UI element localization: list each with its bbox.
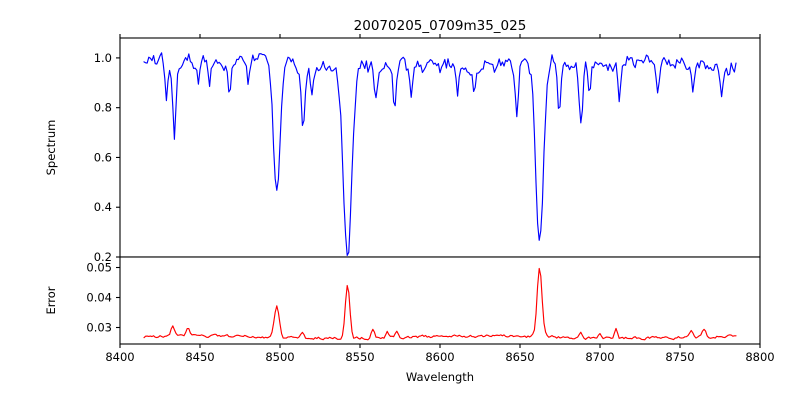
spectrum-axis-label: Spectrum <box>44 120 58 176</box>
spectrum-y-tick-label: 0.8 <box>94 101 112 115</box>
error-plot-background <box>120 257 760 344</box>
error-x-ticks <box>119 344 761 348</box>
x-tick-label: 8750 <box>665 350 694 364</box>
x-tick-label: 8700 <box>585 350 614 364</box>
spectrum-y-tick-label: 0.6 <box>94 150 112 164</box>
error-y-tick-label: 0.03 <box>86 321 112 335</box>
error-data-line <box>143 267 737 341</box>
x-tick-label: 8550 <box>345 350 374 364</box>
error-panel: 0.030.040.05 Error 8400 8450 8500 8550 8600 8… <box>44 256 775 384</box>
x-tick-label: 8400 <box>105 350 134 364</box>
error-y-ticks: 0.03 0.04 0.05 <box>86 261 120 335</box>
x-axis-label: Wavelength <box>406 370 474 384</box>
error-y-tick-label: 0.04 <box>86 291 112 305</box>
spectrum-panel: 0.2 0.4 0.6 0.8 1.0 Spectrum <box>44 34 761 264</box>
x-tick-label: 8600 <box>425 350 454 364</box>
spectrum-y-tick-label: 0.4 <box>94 200 112 214</box>
x-tick-label: 8500 <box>265 350 294 364</box>
error-axis-label: Error <box>44 286 58 314</box>
spectrum-y-tick-label: 0.2 <box>94 250 112 264</box>
spectrum-data-line <box>143 52 737 256</box>
x-tick-label: 8450 <box>185 350 214 364</box>
page-title: 20070205_0709m35_025 <box>354 18 527 34</box>
spectrum-plot-background <box>120 38 760 257</box>
x-tick-labels: 8400 8450 8500 8550 8600 8650 8700 8750 8800 <box>105 350 774 364</box>
error-y-tick-label: 0.05 <box>86 261 112 275</box>
spectrum-x-ticks <box>119 34 761 38</box>
spectrum-y-tick-label: 1.0 <box>94 51 112 65</box>
spectrum-y-ticks: 0.2 0.4 0.6 0.8 1.0 <box>94 51 120 264</box>
x-tick-label: 8800 <box>745 350 774 364</box>
x-tick-label: 8650 <box>505 350 534 364</box>
